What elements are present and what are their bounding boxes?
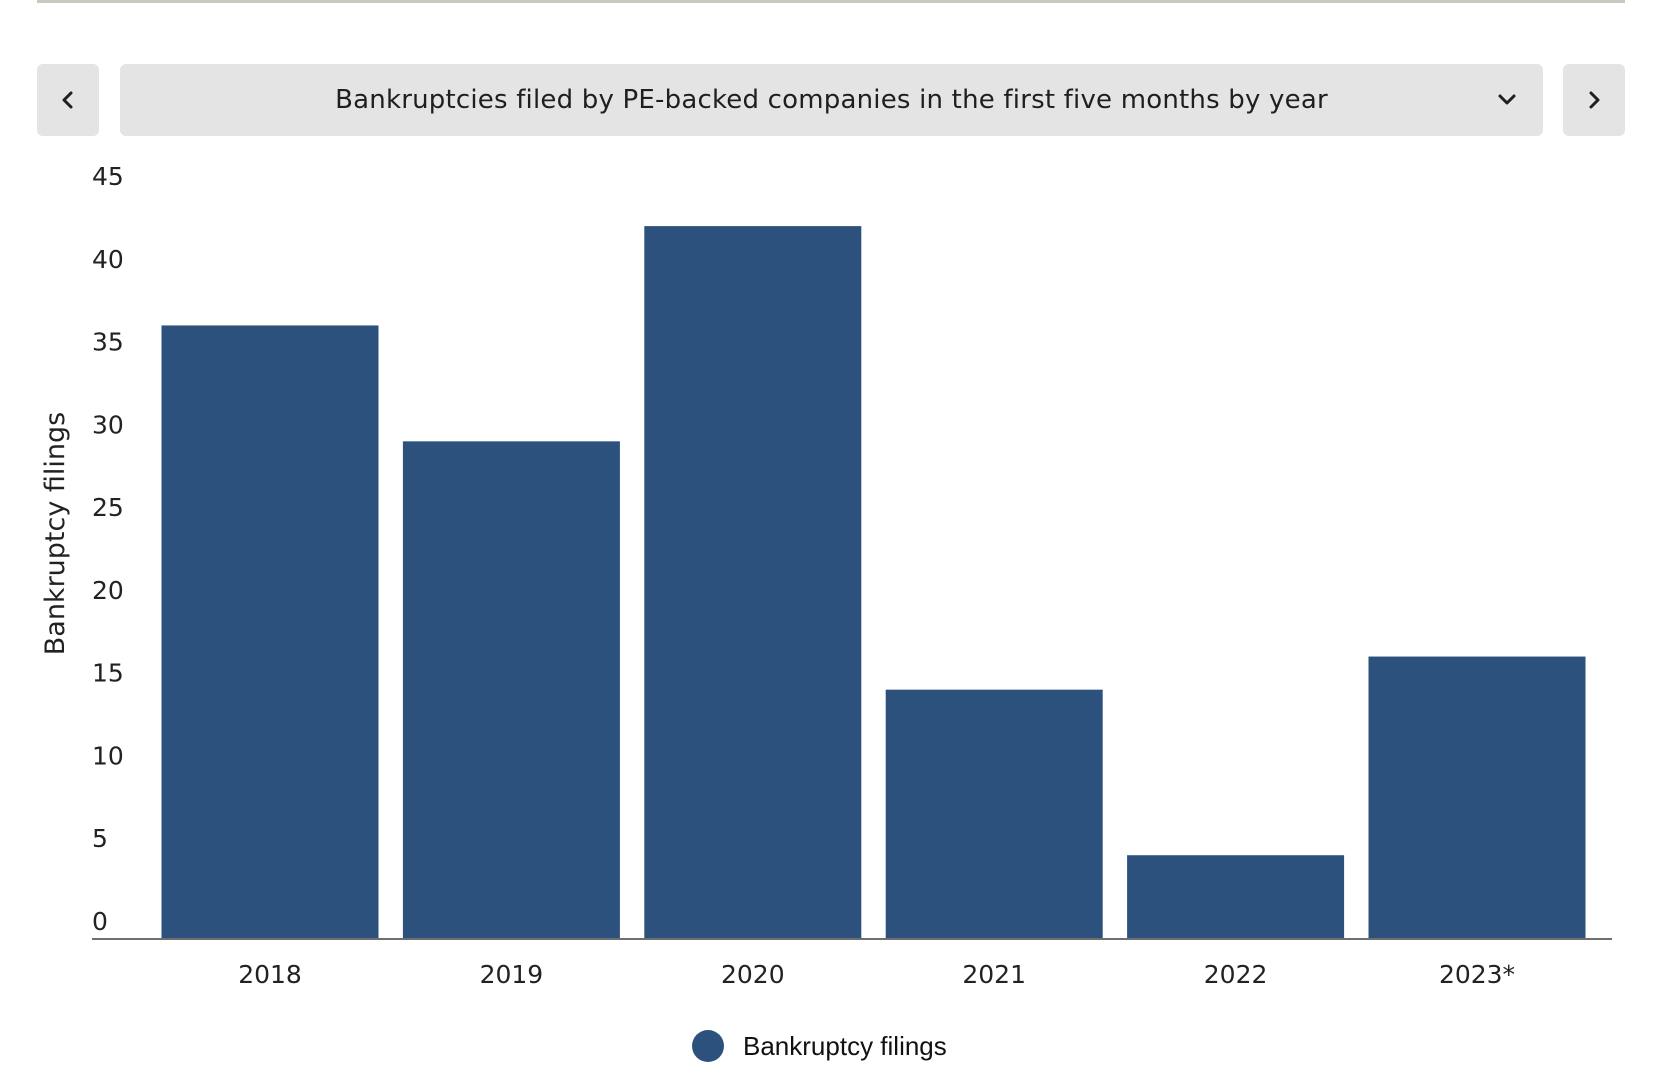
x-tick-label: 2023*	[1439, 960, 1515, 989]
bar-2019[interactable]	[402, 441, 620, 938]
y-tick-label: 10	[92, 741, 124, 770]
x-tick-label: 2022	[1204, 960, 1268, 989]
y-tick-label: 25	[92, 493, 124, 522]
y-tick-label: 30	[92, 410, 124, 439]
y-tick-label: 45	[92, 162, 124, 191]
next-chart-button[interactable]	[1563, 64, 1625, 136]
x-tick-label: 2021	[962, 960, 1026, 989]
chevron-down-icon	[1495, 88, 1519, 112]
legend-swatch-bankruptcy-filings	[692, 1030, 724, 1062]
bar-2018[interactable]	[161, 325, 379, 938]
y-tick-label: 15	[92, 659, 124, 688]
chevron-left-icon	[62, 91, 73, 109]
chart-selector-dropdown[interactable]: Bankruptcies filed by PE-backed companie…	[120, 64, 1543, 136]
bar-2021[interactable]	[885, 689, 1103, 938]
bar-2020[interactable]	[644, 226, 862, 939]
y-tick-label: 40	[92, 245, 124, 274]
y-tick-label: 35	[92, 328, 124, 357]
chart-selector-label: Bankruptcies filed by PE-backed companie…	[335, 85, 1328, 115]
bar-2023[interactable]	[1368, 656, 1586, 938]
y-tick-label: 0	[92, 907, 108, 936]
legend-label: Bankruptcy filings	[743, 1030, 947, 1061]
chevron-right-icon	[1589, 91, 1600, 109]
y-tick-label: 5	[92, 824, 108, 853]
previous-chart-button[interactable]	[37, 64, 99, 136]
x-tick-label: 2020	[721, 960, 785, 989]
bar-chart: Bankruptcy filings 0 5 10 15 20 25 30 35 40 45 2018…	[40, 162, 1612, 989]
chart-legend: Bankruptcy filings	[692, 1030, 947, 1062]
y-axis-title: Bankruptcy filings	[40, 412, 71, 656]
top-divider	[37, 0, 1625, 3]
bar-2022[interactable]	[1127, 855, 1345, 938]
x-tick-label: 2019	[480, 960, 544, 989]
y-tick-label: 20	[92, 576, 124, 605]
x-tick-label: 2018	[238, 960, 302, 989]
